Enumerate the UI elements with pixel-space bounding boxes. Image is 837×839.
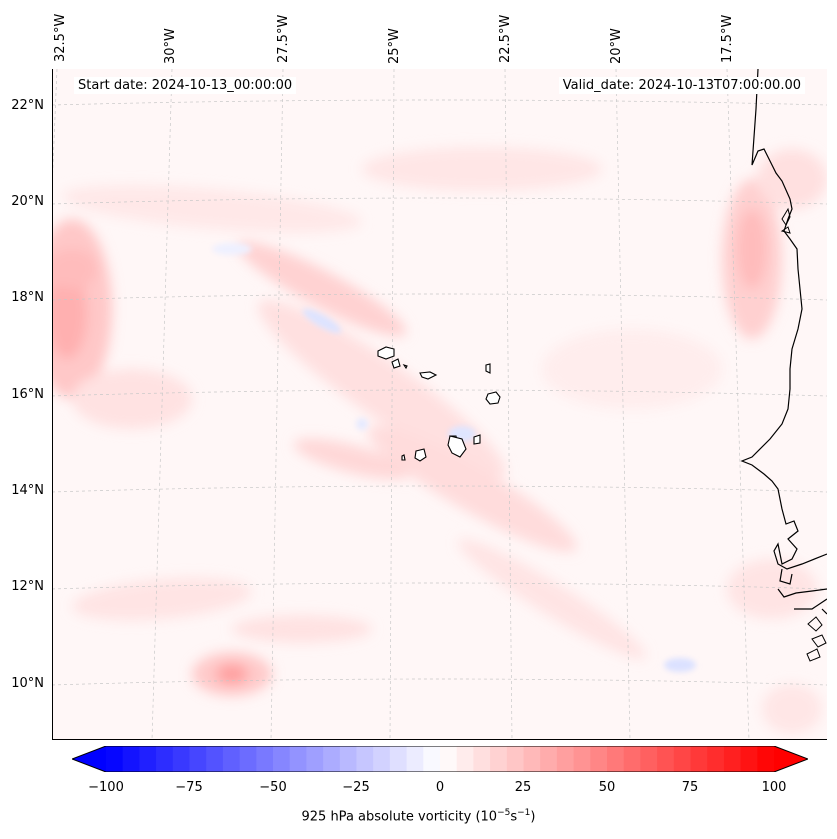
lon-label-32.5w: 32.5°W [53, 13, 68, 62]
colorbar-tick-label: −25 [342, 780, 370, 795]
graticule [52, 69, 827, 740]
lat-label-12n: 12°N [11, 579, 44, 594]
colorbar-segment [607, 746, 625, 772]
coastal-islands [780, 207, 827, 662]
colorbar-segment [723, 746, 742, 772]
colorbar-segment [740, 746, 758, 772]
colorbar-segment [440, 746, 458, 772]
colorbar-segment [189, 746, 207, 772]
colorbar-tick-label: −100 [88, 780, 124, 795]
colorbar-tick-label: 75 [681, 780, 699, 795]
colorbar-segment [273, 746, 291, 772]
colorbar-segment [423, 746, 441, 772]
colorbar-segment [623, 746, 641, 772]
colorbar [72, 746, 808, 772]
valid-date-label: Valid_date: 2024-10-13T07:00:00.00 [558, 77, 805, 94]
coastline [740, 69, 827, 615]
colorbar-segment [523, 746, 541, 772]
colorbar-min-extend [72, 746, 106, 772]
colorbar-segment [289, 746, 307, 772]
lon-label-27.5w: 27.5°W [276, 14, 291, 63]
colorbar-tick-label: 25 [514, 780, 532, 795]
colorbar-segment [690, 746, 708, 772]
lon-label-20w: 20°W [609, 28, 624, 64]
positive-vorticity-field [52, 147, 827, 734]
colorbar-segment [707, 746, 725, 772]
lat-label-10n: 10°N [11, 676, 44, 691]
colorbar-segment [323, 746, 341, 772]
start-date-label: Start date: 2024-10-13_00:00:00 [74, 77, 297, 94]
colorbar-tick-label: −75 [175, 780, 203, 795]
colorbar-segment [490, 746, 508, 772]
colorbar-segment [673, 746, 691, 772]
colorbar-segment [306, 746, 324, 772]
colorbar-segment [156, 746, 174, 772]
lat-label-16n: 16°N [11, 387, 44, 402]
colorbar-segment [239, 746, 257, 772]
colorbar-segment [556, 746, 575, 772]
colorbar-segment [356, 746, 374, 772]
lon-label-30w: 30°W [163, 28, 178, 64]
colorbar-segment [172, 746, 190, 772]
map-canvas [52, 69, 827, 740]
lon-label-25w: 25°W [387, 28, 402, 64]
colorbar-segment [757, 746, 775, 772]
colorbar-segment [590, 746, 608, 772]
colorbar-tick-label: −50 [259, 780, 287, 795]
colorbar-max-extend [774, 746, 808, 772]
colorbar-segment [657, 746, 675, 772]
colorbar-segment [573, 746, 591, 772]
cape-verde-islands [377, 346, 501, 462]
colorbar-segment [406, 746, 424, 772]
colorbar-segment [640, 746, 658, 772]
lon-label-22.5w: 22.5°W [498, 14, 513, 63]
lat-label-14n: 14°N [11, 483, 44, 498]
colorbar-segment [206, 746, 224, 772]
colorbar-tick-label: 100 [761, 780, 787, 795]
colorbar-tick-label: 50 [598, 780, 616, 795]
lat-label-20n: 20°N [11, 194, 44, 209]
colorbar-segment [139, 746, 157, 772]
colorbar-segment [540, 746, 558, 772]
colorbar-segment [473, 746, 491, 772]
vorticity-map[interactable]: Start date: 2024-10-13_00:00:00 Valid_da… [52, 69, 827, 740]
colorbar-segment [222, 746, 241, 772]
colorbar-segment [389, 746, 408, 772]
colorbar-segment [456, 746, 474, 772]
colorbar-segment [106, 746, 124, 772]
colorbar-segment [339, 746, 357, 772]
colorbar-segment [373, 746, 391, 772]
lat-label-22n: 22°N [11, 98, 44, 113]
colorbar-segment [506, 746, 524, 772]
colorbar-label: 925 hPa absolute vorticity (10−5s−1) [301, 808, 536, 825]
colorbar-segment [122, 746, 140, 772]
lon-label-17.5w: 17.5°W [720, 14, 735, 63]
negative-vorticity-field [212, 243, 696, 672]
lat-label-18n: 18°N [11, 290, 44, 305]
colorbar-tick-label: 0 [435, 780, 445, 795]
colorbar-segment [256, 746, 274, 772]
